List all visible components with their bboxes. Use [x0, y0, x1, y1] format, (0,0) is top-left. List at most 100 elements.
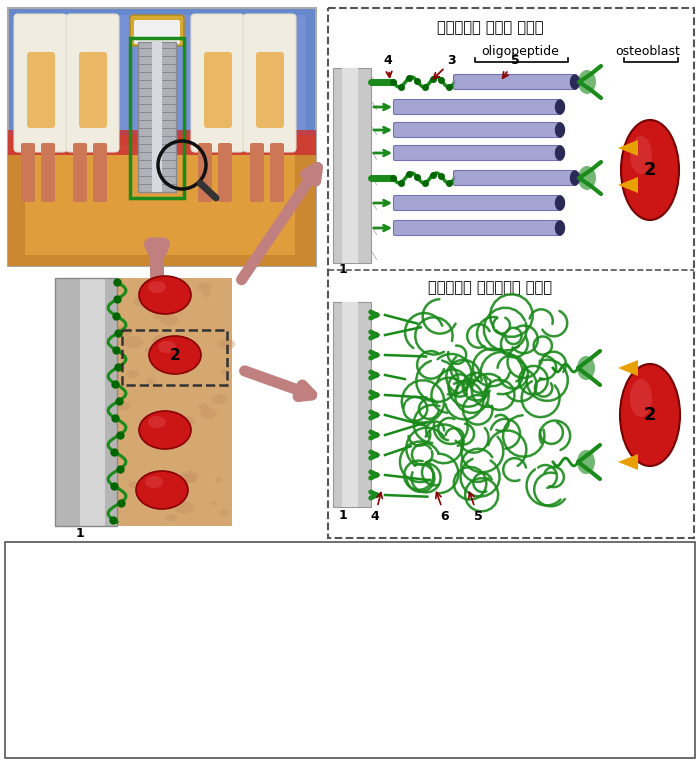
- FancyArrowPatch shape: [372, 153, 377, 159]
- FancyArrowPatch shape: [372, 77, 377, 85]
- Ellipse shape: [570, 75, 580, 89]
- FancyBboxPatch shape: [66, 14, 119, 152]
- FancyBboxPatch shape: [243, 14, 296, 152]
- Ellipse shape: [556, 100, 564, 114]
- FancyBboxPatch shape: [134, 20, 180, 44]
- Ellipse shape: [212, 394, 227, 404]
- FancyBboxPatch shape: [256, 52, 284, 128]
- Ellipse shape: [174, 501, 193, 513]
- Text: 1: 1: [339, 509, 347, 522]
- Bar: [8, 8, 316, 266]
- Text: 1: 1: [76, 527, 85, 540]
- Ellipse shape: [621, 120, 679, 220]
- Ellipse shape: [141, 488, 150, 494]
- Polygon shape: [618, 140, 638, 156]
- FancyBboxPatch shape: [250, 143, 264, 202]
- Ellipse shape: [126, 370, 139, 378]
- Bar: [333, 68, 371, 263]
- Bar: [342, 302, 358, 507]
- Ellipse shape: [148, 416, 166, 428]
- Ellipse shape: [136, 471, 188, 509]
- Bar: [122, 330, 227, 385]
- FancyArrowPatch shape: [372, 127, 377, 134]
- Text: 3: 3: [433, 54, 456, 79]
- Bar: [25, 145, 295, 255]
- Text: 2: 2: [169, 347, 181, 362]
- Ellipse shape: [146, 347, 155, 353]
- Ellipse shape: [139, 276, 191, 314]
- Ellipse shape: [153, 286, 167, 295]
- Ellipse shape: [117, 326, 132, 336]
- FancyArrowPatch shape: [372, 253, 377, 259]
- FancyBboxPatch shape: [198, 143, 212, 202]
- Bar: [18, 15, 306, 215]
- Ellipse shape: [200, 407, 217, 419]
- Text: 2.  조골세포(osteoblast): 2. 조골세포(osteoblast): [16, 589, 148, 602]
- Text: 2: 2: [644, 406, 657, 424]
- Bar: [55, 278, 117, 526]
- Ellipse shape: [620, 364, 680, 466]
- FancyBboxPatch shape: [41, 143, 55, 202]
- Ellipse shape: [160, 314, 178, 326]
- FancyBboxPatch shape: [130, 15, 184, 46]
- Text: 6.  RGD—펩티드가 수식된 공중합체: 6. RGD—펩티드가 수식된 공중합체: [16, 721, 176, 734]
- Ellipse shape: [128, 481, 139, 488]
- Bar: [55, 278, 117, 526]
- FancyBboxPatch shape: [204, 52, 232, 128]
- Ellipse shape: [556, 123, 564, 137]
- FancyBboxPatch shape: [14, 14, 67, 152]
- FancyBboxPatch shape: [191, 14, 244, 152]
- Ellipse shape: [556, 196, 564, 210]
- FancyBboxPatch shape: [79, 52, 107, 128]
- Ellipse shape: [182, 474, 196, 482]
- FancyArrowPatch shape: [372, 178, 377, 185]
- Ellipse shape: [202, 291, 211, 297]
- FancyBboxPatch shape: [27, 52, 55, 128]
- FancyBboxPatch shape: [393, 195, 561, 211]
- Ellipse shape: [149, 336, 201, 374]
- Text: 1.  티타늄(Ti) 임플란트 표면: 1. 티타늄(Ti) 임플란트 표면: [16, 556, 139, 569]
- Ellipse shape: [630, 379, 652, 417]
- FancyBboxPatch shape: [454, 75, 577, 89]
- Polygon shape: [618, 360, 638, 376]
- Ellipse shape: [556, 146, 564, 160]
- Text: 3.  합성펩티드기의 배향과 공간분포를 제어를 위한 matrix 기: 3. 합성펩티드기의 배향과 공간분포를 제어를 위한 matrix 기: [16, 622, 274, 635]
- Ellipse shape: [158, 341, 176, 353]
- Ellipse shape: [134, 296, 150, 307]
- Bar: [8, 130, 316, 155]
- FancyBboxPatch shape: [393, 146, 561, 160]
- Ellipse shape: [153, 314, 161, 319]
- Text: 4: 4: [370, 492, 382, 523]
- Ellipse shape: [148, 281, 166, 293]
- Bar: [117, 278, 232, 526]
- Ellipse shape: [220, 369, 227, 373]
- Ellipse shape: [578, 70, 596, 94]
- Ellipse shape: [578, 166, 596, 190]
- FancyBboxPatch shape: [393, 123, 561, 137]
- Bar: [333, 302, 371, 507]
- Text: 5: 5: [469, 492, 482, 523]
- Bar: [130, 38, 184, 198]
- Ellipse shape: [153, 431, 166, 439]
- Text: oligopeptide: oligopeptide: [481, 45, 559, 58]
- Text: 4.  펩티드기를 Ti 표면에 코팅하기 위한 linker 기: 4. 펩티드기를 Ti 표면에 코팅하기 위한 linker 기: [16, 655, 231, 668]
- Ellipse shape: [146, 378, 156, 385]
- Polygon shape: [618, 177, 638, 193]
- FancyBboxPatch shape: [21, 143, 35, 202]
- Ellipse shape: [218, 339, 235, 349]
- Text: 6: 6: [436, 492, 449, 523]
- Bar: [8, 135, 316, 266]
- Text: osteoblast: osteoblast: [615, 45, 680, 58]
- FancyBboxPatch shape: [93, 143, 107, 202]
- Ellipse shape: [630, 136, 652, 174]
- FancyArrowPatch shape: [372, 227, 377, 234]
- Ellipse shape: [170, 287, 177, 291]
- Ellipse shape: [577, 356, 595, 380]
- Text: 5.  RGD—펩티드: 5. RGD—펩티드: [16, 688, 104, 701]
- FancyBboxPatch shape: [454, 170, 577, 185]
- Bar: [328, 8, 694, 538]
- Ellipse shape: [166, 513, 178, 521]
- Bar: [5, 542, 695, 758]
- Text: 4: 4: [384, 54, 393, 77]
- Bar: [80, 278, 105, 526]
